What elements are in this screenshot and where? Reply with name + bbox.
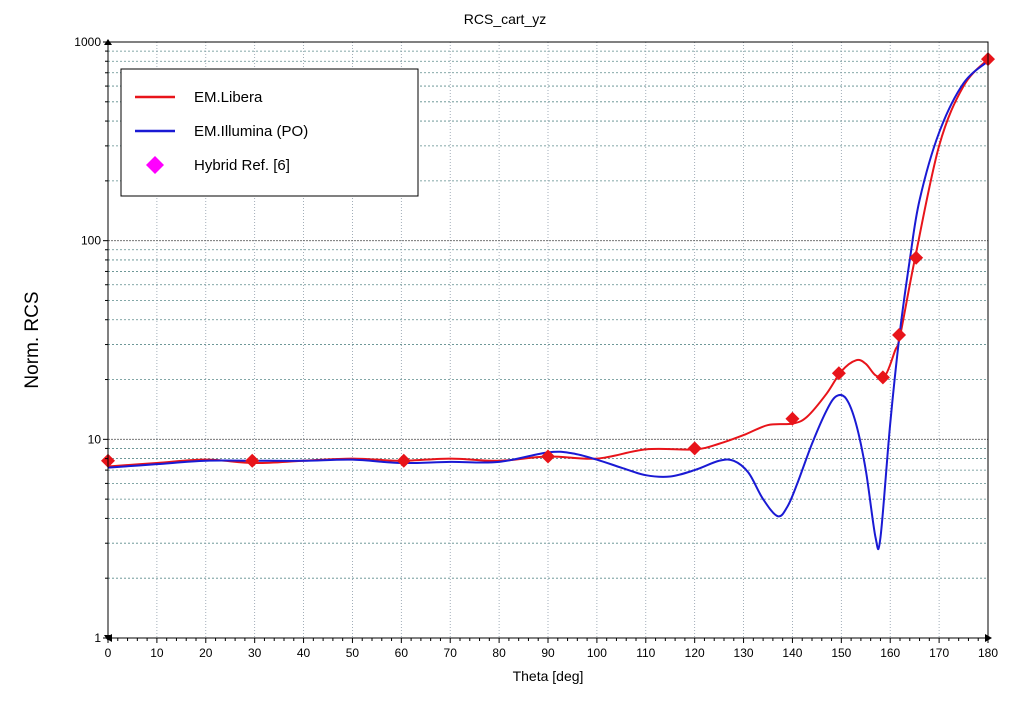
x-tick-label: 110 — [636, 646, 655, 660]
x-tick-label: 160 — [880, 646, 900, 660]
x-axis-arrow-right-icon — [985, 634, 992, 642]
x-tick-label: 50 — [346, 646, 360, 660]
marker-point — [909, 250, 924, 265]
grid-lines — [107, 41, 989, 639]
series-line-1 — [107, 60, 989, 550]
x-tick-label: 130 — [734, 646, 754, 660]
x-axis-arrow-left-icon — [105, 634, 112, 642]
x-tick-label: 0 — [105, 646, 112, 660]
marker-point — [541, 449, 555, 464]
marker-point — [892, 328, 907, 343]
y-tick-label: 100 — [81, 234, 101, 248]
x-tick-label: 100 — [587, 646, 607, 660]
legend-label-2: Hybrid Ref. [6] — [194, 157, 290, 174]
marker-point — [396, 453, 411, 468]
x-tick-label: 80 — [492, 646, 506, 660]
marker-point — [245, 453, 260, 468]
x-tick-label: 70 — [444, 646, 458, 660]
x-tick-label: 60 — [395, 646, 409, 660]
y-tick-label: 10 — [88, 432, 102, 446]
x-tick-label: 140 — [782, 646, 802, 660]
x-tick-label: 10 — [150, 646, 164, 660]
chart-title: RCS_cart_yz — [464, 11, 546, 27]
x-axis-label: Theta [deg] — [513, 668, 584, 684]
y-axis-arrow-up-icon — [104, 39, 112, 45]
marker-point — [785, 411, 800, 426]
x-tick-label: 20 — [199, 646, 213, 660]
x-tick-label: 90 — [541, 646, 555, 660]
x-tick-label: 170 — [929, 646, 949, 660]
x-tick-label: 150 — [831, 646, 851, 660]
marker-point — [831, 366, 846, 381]
x-tick-label: 40 — [297, 646, 311, 660]
marker-point — [875, 370, 890, 385]
legend-swatch-2 — [146, 156, 164, 174]
y-tick-label: 1000 — [74, 35, 101, 49]
legend-label-1: EM.Illumina (PO) — [194, 123, 308, 140]
x-tick-label: 180 — [978, 646, 998, 660]
legend-box — [120, 68, 419, 197]
legend: EM.Libera EM.Illumina (PO) Hybrid Ref. [6] — [120, 68, 419, 197]
series-layer — [101, 52, 995, 550]
legend-label-0: EM.Libera — [194, 89, 263, 106]
x-tick-label: 30 — [248, 646, 262, 660]
y-tick-label: 1 — [94, 631, 101, 645]
axes: 0 10 20 30 40 50 60 70 80 90 100 110 120 130 140 150 160… — [74, 35, 998, 660]
y-axis-label: Norm. RCS — [22, 291, 43, 388]
x-tick-label: 120 — [685, 646, 705, 660]
marker-point — [687, 441, 702, 456]
